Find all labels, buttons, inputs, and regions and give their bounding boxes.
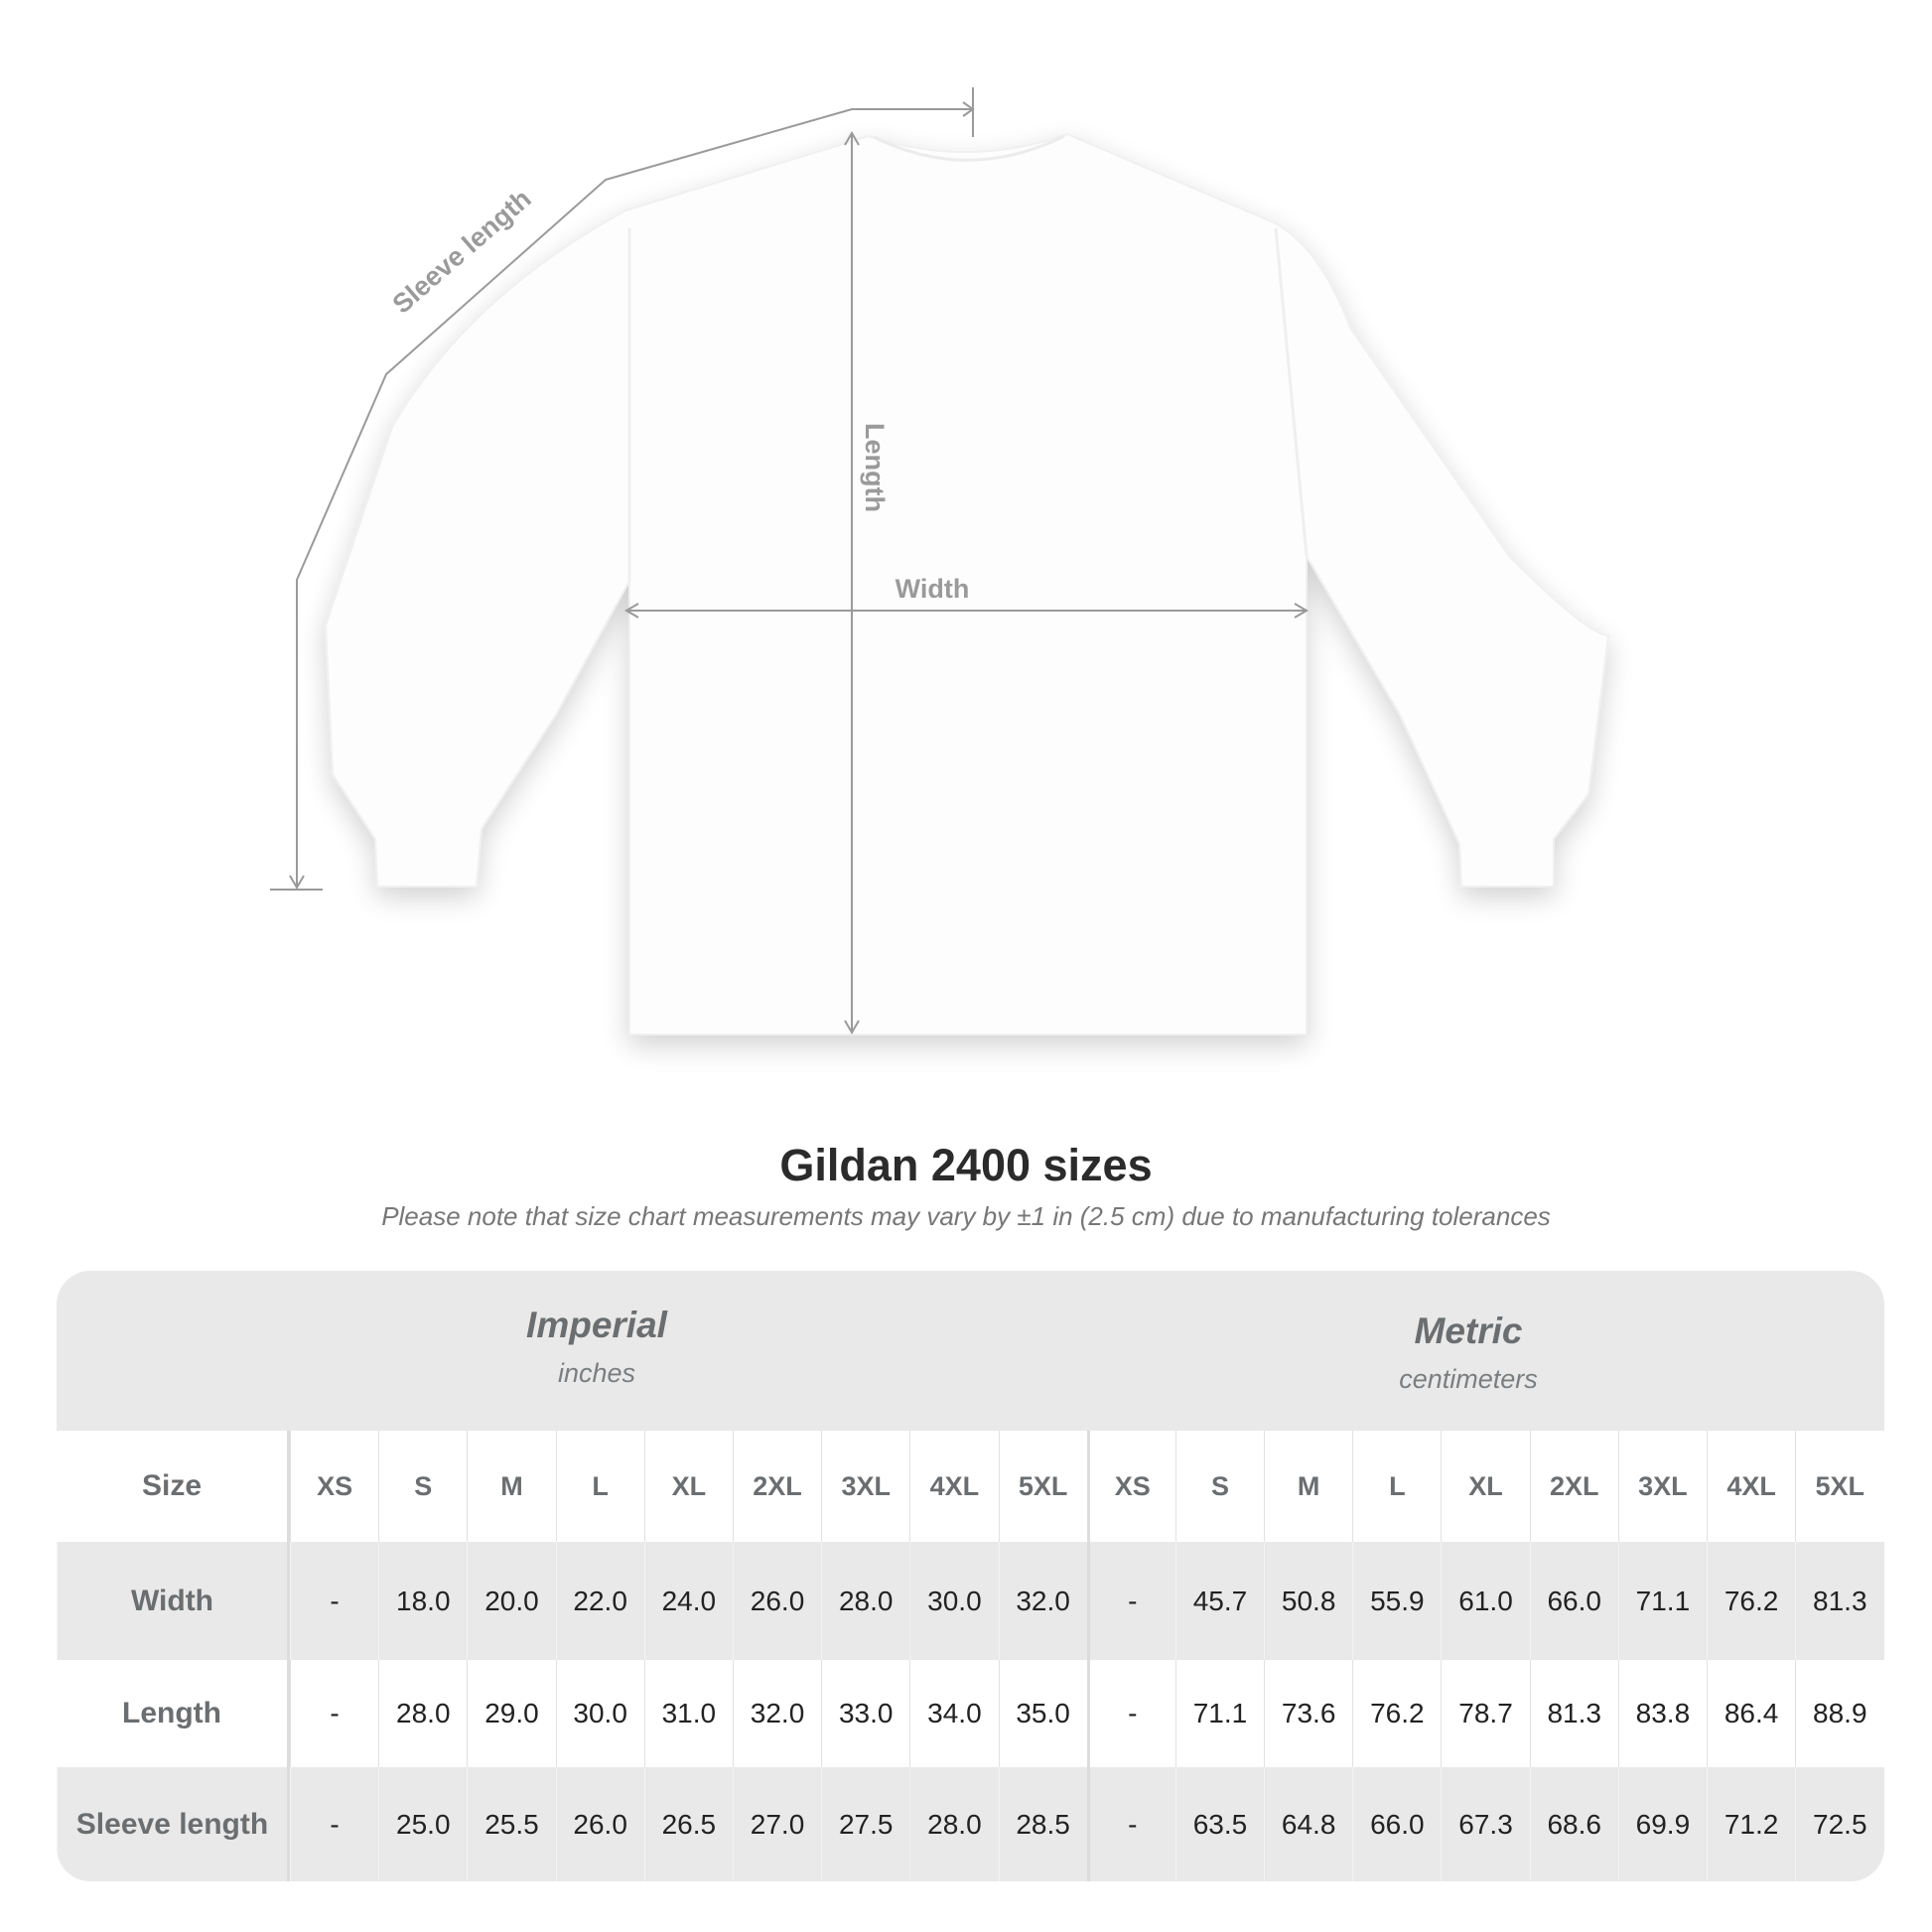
size-header-imperial: 2XL [732, 1431, 821, 1542]
metric-value: - [1086, 1542, 1175, 1660]
row-label: Sleeve length [57, 1767, 290, 1881]
imperial-value: 28.0 [909, 1767, 998, 1881]
metric-value: 81.3 [1529, 1660, 1618, 1767]
measurement-lines [270, 87, 1309, 1035]
table-row: Length -28.0 29.0 30.0 31.0 32.0 33.0 34.0 35.0-… [57, 1660, 1884, 1767]
size-header-metric: XL [1441, 1431, 1529, 1542]
table-row: Sleeve length -25.0 25.5 26.0 26.5 27.0 27.5 28… [57, 1767, 1884, 1881]
size-header-metric: L [1352, 1431, 1441, 1542]
row-label: Width [57, 1542, 290, 1660]
imperial-value: 25.5 [467, 1767, 555, 1881]
size-header-metric: 5XL [1795, 1431, 1883, 1542]
metric-value: 83.8 [1617, 1660, 1707, 1767]
imperial-value: 35.0 [998, 1660, 1087, 1767]
metric-value: 66.0 [1352, 1767, 1441, 1881]
metric-value: 63.5 [1174, 1767, 1264, 1881]
metric-unit: centimeters [1399, 1364, 1538, 1394]
metric-value: - [1086, 1767, 1175, 1881]
metric-value: 73.6 [1264, 1660, 1352, 1767]
metric-value: 55.9 [1352, 1542, 1441, 1660]
imperial-value: - [290, 1767, 378, 1881]
metric-value: 81.3 [1795, 1542, 1883, 1660]
size-header-imperial: S [378, 1431, 467, 1542]
metric-value: 71.2 [1707, 1767, 1795, 1881]
imperial-value: 30.0 [555, 1660, 644, 1767]
imperial-unit: inches [557, 1358, 636, 1388]
metric-value: 71.1 [1174, 1660, 1264, 1767]
metric-value: 88.9 [1795, 1660, 1883, 1767]
size-table: Imperial inches Metric centimeters Size X… [57, 1271, 1884, 1881]
imperial-value: 29.0 [467, 1660, 555, 1767]
imperial-value: 26.0 [732, 1542, 821, 1660]
imperial-value: 22.0 [555, 1542, 644, 1660]
metric-value: 78.7 [1441, 1660, 1529, 1767]
size-header-imperial: 5XL [998, 1431, 1087, 1542]
imperial-header: Imperial inches [348, 1305, 845, 1389]
metric-value: 72.5 [1795, 1767, 1883, 1881]
imperial-value: 33.0 [821, 1660, 909, 1767]
imperial-value: 34.0 [909, 1660, 998, 1767]
metric-value: 45.7 [1174, 1542, 1264, 1660]
imperial-value: 27.0 [732, 1767, 821, 1881]
page-title: Gildan 2400 sizes [779, 1140, 1153, 1190]
metric-header: Metric centimeters [1220, 1311, 1717, 1395]
sleeve-length-line [296, 108, 973, 888]
size-header-metric: 2XL [1529, 1431, 1618, 1542]
size-header-metric: XS [1086, 1431, 1175, 1542]
metric-title: Metric [1414, 1311, 1523, 1351]
imperial-value: - [290, 1542, 378, 1660]
size-header-imperial: M [467, 1431, 555, 1542]
table-header-band [57, 1271, 1884, 1431]
row-label: Length [57, 1660, 290, 1767]
length-label: Length [860, 423, 890, 512]
metric-value: 68.6 [1529, 1767, 1618, 1881]
imperial-value: 32.0 [998, 1542, 1087, 1660]
size-header-row: Size XS S M L XL 2XL 3XL 4XL 5XL XS S M L XL 2XL 3XL 4XL 5… [57, 1431, 1884, 1542]
imperial-value: 18.0 [378, 1542, 467, 1660]
imperial-value: 30.0 [909, 1542, 998, 1660]
metric-value: 71.1 [1617, 1542, 1707, 1660]
imperial-value: 28.0 [378, 1660, 467, 1767]
imperial-value: 32.0 [732, 1660, 821, 1767]
size-header-metric: 4XL [1707, 1431, 1795, 1542]
size-header-metric: M [1264, 1431, 1352, 1542]
imperial-value: 28.0 [821, 1542, 909, 1660]
imperial-value: 24.0 [643, 1542, 733, 1660]
metric-value: 76.2 [1352, 1660, 1441, 1767]
imperial-value: 26.0 [555, 1767, 644, 1881]
imperial-value: 25.0 [378, 1767, 467, 1881]
metric-value: 76.2 [1707, 1542, 1795, 1660]
imperial-value: - [290, 1660, 378, 1767]
width-label: Width [896, 574, 970, 604]
size-header-imperial: 4XL [909, 1431, 998, 1542]
metric-value: 69.9 [1617, 1767, 1707, 1881]
metric-value: 86.4 [1707, 1660, 1795, 1767]
metric-value: 67.3 [1441, 1767, 1529, 1881]
size-header-metric: 3XL [1617, 1431, 1707, 1542]
size-header-imperial: XS [290, 1431, 378, 1542]
imperial-value: 28.5 [998, 1767, 1087, 1881]
tolerance-note: Please note that size chart measurements… [381, 1201, 1551, 1231]
imperial-value: 27.5 [821, 1767, 909, 1881]
size-header-imperial: 3XL [821, 1431, 909, 1542]
metric-value: 50.8 [1264, 1542, 1352, 1660]
imperial-value: 20.0 [467, 1542, 555, 1660]
imperial-value: 31.0 [643, 1660, 733, 1767]
metric-value: - [1086, 1660, 1175, 1767]
imperial-title: Imperial [526, 1305, 667, 1345]
row-label: Size [57, 1431, 290, 1542]
size-header-imperial: L [555, 1431, 644, 1542]
size-header-metric: S [1174, 1431, 1264, 1542]
shirt-illustration [324, 132, 1610, 1035]
metric-value: 61.0 [1441, 1542, 1529, 1660]
table-row: Width -18.0 20.0 22.0 24.0 26.0 28.0 30.0 32.0-4… [57, 1542, 1884, 1660]
shirt-diagram: Sleeve length Length Width [270, 87, 1610, 1035]
imperial-value: 26.5 [643, 1767, 733, 1881]
size-header-imperial: XL [643, 1431, 733, 1542]
metric-value: 66.0 [1529, 1542, 1618, 1660]
metric-value: 64.8 [1264, 1767, 1352, 1881]
